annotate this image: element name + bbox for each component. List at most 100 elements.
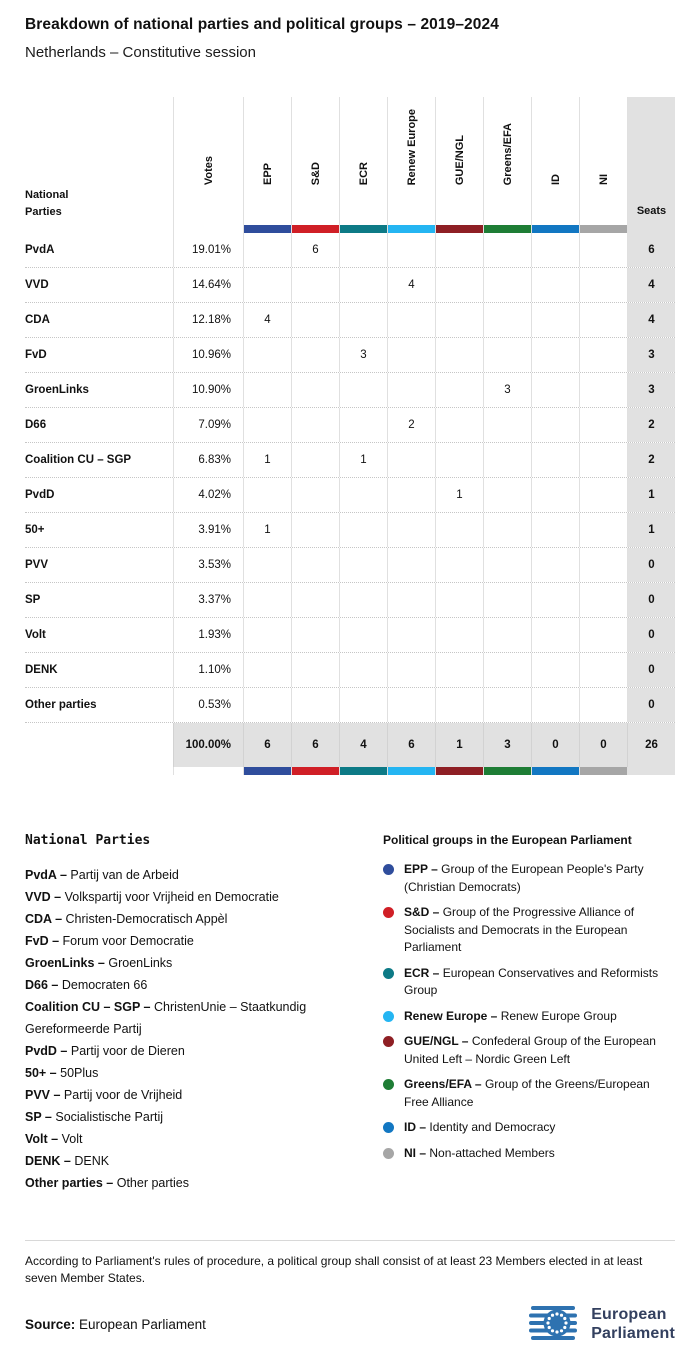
table-row: D66 7.09% 2 2 [25,408,675,443]
seat-cell-ni [579,688,627,722]
source-value: European Parliament [79,1316,206,1332]
seat-cell-ni [579,548,627,582]
seat-cell-renew [387,618,435,652]
seats-total-cell: 6 [627,233,675,267]
color-bar-ecr [339,767,387,775]
votes-cell: 14.64% [173,268,243,302]
party-name: VVD [25,279,49,291]
party-fullname: 50Plus [60,1066,99,1080]
party-abbr: CDA – [25,912,63,926]
group-color-dot-renew [383,1010,394,1022]
group-abbr: Greens/EFA – [404,1077,482,1091]
party-abbr: D66 – [25,978,59,992]
seats-total-cell: 1 [627,478,675,512]
column-header-sd: S&D [291,97,339,225]
seat-cell-sd [291,618,339,652]
seat-cell-greensefa [483,478,531,512]
group-legend-title: Political groups in the European Parliam… [383,833,632,847]
column-header-greensefa: Greens/EFA [483,97,531,225]
seat-cell-sd [291,478,339,512]
spacer [627,225,675,233]
seat-cell-id [531,548,579,582]
party-name: PvdA [25,244,55,256]
seat-cell-renew [387,583,435,617]
seat-cell-ecr [339,478,387,512]
seat-cell-id [531,303,579,337]
color-bar-ecr [339,225,387,233]
seat-cell-ni [579,408,627,442]
seat-cell-ni [579,233,627,267]
group-legend-item: S&D – Group of the Progressive Alliance … [383,904,675,957]
party-fullname: GroenLinks [108,956,173,970]
party-abbr: PvdD – [25,1044,68,1058]
votes-cell: 6.83% [173,443,243,477]
seat-cell-ecr [339,233,387,267]
seats-total-cell: 0 [627,548,675,582]
seat-cell-epp [243,268,291,302]
table-row: Coalition CU – SGP 6.83% 1 1 2 [25,443,675,478]
seat-cell-epp [243,688,291,722]
votes-cell: 7.09% [173,408,243,442]
party-name: Volt [25,629,46,641]
seat-cell-greensefa [483,338,531,372]
group-color-bars-bottom [25,767,675,775]
total-greensefa: 3 [483,723,531,767]
seat-cell-epp: 1 [243,513,291,547]
seat-cell-greensefa [483,268,531,302]
seat-cell-greensefa [483,233,531,267]
color-bar-greensefa [483,225,531,233]
corner-line2: Parties [25,205,62,218]
total-seats: 26 [627,723,675,767]
group-abbr: S&D – [404,905,440,919]
seat-cell-id [531,688,579,722]
seat-cell-greensefa [483,408,531,442]
seats-total-cell: 4 [627,303,675,337]
party-fullname: Other parties [116,1176,189,1190]
party-name: Coalition CU – SGP [25,454,132,466]
seat-cell-id [531,373,579,407]
seat-cell-ni [579,478,627,512]
seat-cell-epp [243,548,291,582]
party-abbr: VVD – [25,890,62,904]
group-legend-item: EPP – Group of the European People's Par… [383,861,675,896]
group-desc: Confederal Group of the European United … [404,1034,656,1066]
seat-cell-renew [387,513,435,547]
color-bar-epp [243,767,291,775]
seat-cell-renew [387,303,435,337]
group-abbr: ECR – [404,965,440,980]
table-row: PVV 3.53% 0 [25,548,675,583]
seat-cell-guengl: 1 [435,478,483,512]
seat-cell-guengl [435,618,483,652]
seat-cell-renew: 2 [387,408,435,442]
seat-cell-ecr: 1 [339,443,387,477]
seat-cell-greensefa [483,303,531,337]
seats-total-cell: 3 [627,373,675,407]
group-legend-item: NI – Non-attached Members [383,1145,675,1163]
party-fullname: Volt [61,1132,83,1146]
party-abbr: PvdA – [25,868,67,882]
seat-cell-ecr: 3 [339,338,387,372]
page-title: Breakdown of national parties and politi… [25,16,499,33]
seats-total-cell: 0 [627,583,675,617]
seat-cell-guengl [435,513,483,547]
party-legend-item: CDA – Christen-Democratisch Appèl [25,908,361,930]
page-subtitle: Netherlands – Constitutive session [25,44,256,61]
group-legend-item: Greens/EFA – Group of the Greens/Europea… [383,1076,675,1111]
group-legend-item: ID – Identity and Democracy [383,1119,675,1137]
seat-cell-greensefa [483,653,531,687]
seat-cell-greensefa [483,688,531,722]
seat-cell-ecr [339,583,387,617]
spacer [25,767,173,775]
party-fullname: Volkspartij voor Vrijheid en Democratie [64,890,279,904]
seats-total-cell: 0 [627,653,675,687]
party-legend-item: PVV – Partij voor de Vrijheid [25,1084,361,1106]
party-legend-item: PvdA – Partij van de Arbeid [25,864,361,886]
spacer [627,767,675,775]
group-color-dot-ecr [383,967,394,979]
legends: National Parties PvdA – Partij van de Ar… [25,833,675,1194]
total-renew: 6 [387,723,435,767]
spacer [173,225,243,233]
seats-total-cell: 1 [627,513,675,547]
seat-cell-guengl [435,548,483,582]
